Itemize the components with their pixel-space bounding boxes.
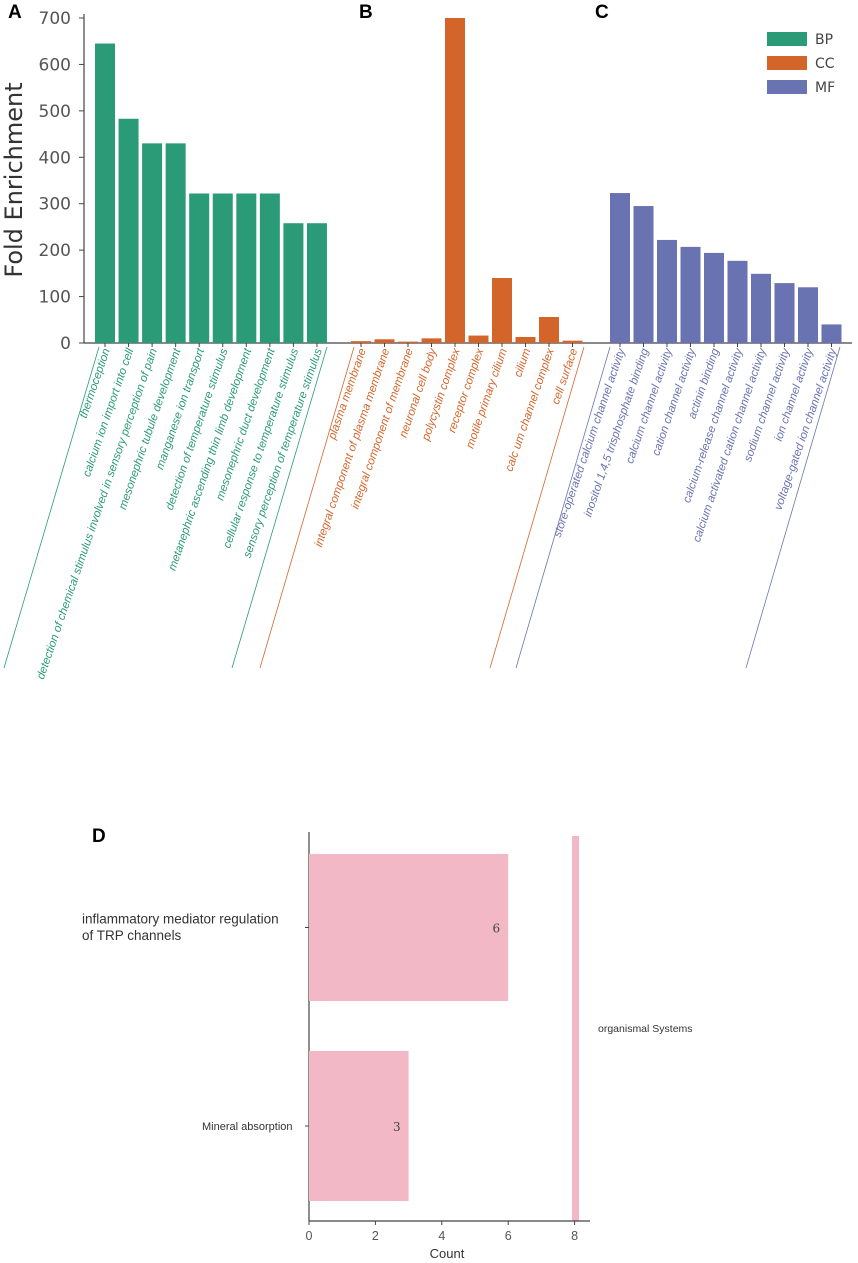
legend-label-cc: CC bbox=[815, 56, 835, 72]
bar-bp bbox=[95, 43, 115, 344]
group-bracket-right bbox=[231, 346, 328, 669]
bar-value-label: 6 bbox=[493, 922, 501, 936]
bar-mf bbox=[680, 246, 701, 343]
d-x-tick-label: 4 bbox=[438, 1229, 445, 1243]
legend-swatch-mf bbox=[767, 80, 807, 94]
group-bracket-left bbox=[3, 346, 100, 669]
bar-mf bbox=[610, 193, 630, 343]
d-x-tick-label: 8 bbox=[571, 1229, 578, 1243]
category-label: detection of chemical stimulus involved … bbox=[35, 347, 160, 681]
d-x-tick-label: 0 bbox=[306, 1229, 313, 1243]
facet-label: organismal Systems bbox=[598, 1023, 693, 1035]
bar-bp bbox=[283, 223, 304, 343]
bar-cc bbox=[468, 335, 489, 343]
facet-strip bbox=[572, 836, 579, 1221]
pathway-label: of TRP channels bbox=[82, 928, 182, 943]
bar-bp bbox=[189, 193, 210, 343]
bar-mf bbox=[704, 252, 724, 343]
bar-bp bbox=[259, 193, 280, 343]
y-tick-label: 500 bbox=[39, 102, 71, 122]
bar-bp bbox=[306, 223, 327, 343]
bar-cc bbox=[515, 336, 536, 343]
bar-cc bbox=[398, 341, 418, 343]
group-bracket-left bbox=[515, 346, 611, 669]
bar-value-label: 3 bbox=[393, 1120, 401, 1134]
group-bracket-left bbox=[259, 346, 355, 669]
legend-swatch-cc bbox=[767, 56, 807, 70]
legend-swatch-bp bbox=[767, 32, 807, 46]
bar-mf bbox=[821, 324, 842, 343]
y-tick-label: 600 bbox=[39, 55, 71, 75]
y-tick-label: 100 bbox=[39, 288, 71, 308]
bar-mf bbox=[798, 287, 818, 343]
bar-cc bbox=[421, 338, 442, 343]
kegg-pathway-chart: D 6 inflammatory mediator regulation of TRP… bbox=[82, 826, 693, 1261]
bar-mf bbox=[727, 260, 748, 343]
bar-mf bbox=[774, 283, 795, 343]
y-tick-label: 400 bbox=[39, 148, 71, 168]
legend-label-bp: BP bbox=[815, 32, 833, 48]
bar-bp bbox=[165, 143, 186, 343]
bar-mf bbox=[751, 273, 771, 343]
d-x-tick-label: 2 bbox=[372, 1229, 379, 1243]
bar-mf bbox=[633, 206, 654, 343]
bar-bp bbox=[212, 193, 233, 343]
kegg-bar bbox=[309, 1051, 409, 1201]
panel-letter-b: B bbox=[359, 2, 373, 23]
y-axis-title: Fold Enrichment bbox=[0, 82, 28, 277]
bar-cc bbox=[492, 278, 512, 343]
bar-bp bbox=[118, 118, 139, 343]
bar-cc bbox=[374, 339, 395, 343]
panel-letter-d: D bbox=[92, 826, 106, 847]
group-bracket-right bbox=[489, 346, 585, 669]
d-x-tick-label: 6 bbox=[505, 1229, 512, 1243]
pathway-label: Mineral absorption bbox=[202, 1121, 293, 1133]
y-tick-label: 700 bbox=[39, 9, 71, 29]
group-bracket-right bbox=[745, 346, 841, 669]
pathway-label: inflammatory mediator regulation bbox=[82, 911, 279, 926]
bar-cc bbox=[539, 317, 559, 343]
y-tick-label: 0 bbox=[60, 334, 71, 354]
d-x-axis-title: Count bbox=[430, 1246, 465, 1261]
bar-cc bbox=[562, 340, 583, 343]
category-label: cilium bbox=[512, 347, 533, 379]
panel-letter-c: C bbox=[595, 2, 609, 23]
legend-label-mf: MF bbox=[815, 80, 835, 96]
category-label: calc um channel complex bbox=[503, 346, 557, 473]
bar-cc bbox=[445, 18, 465, 343]
panel-letter-a: A bbox=[8, 2, 22, 23]
bar-mf bbox=[657, 239, 677, 343]
bar-cc bbox=[351, 341, 371, 343]
y-tick-label: 200 bbox=[39, 241, 71, 261]
kegg-bar bbox=[309, 854, 509, 1001]
bar-bp bbox=[236, 193, 257, 343]
y-tick-label: 300 bbox=[39, 195, 71, 215]
bar-bp bbox=[142, 143, 163, 343]
